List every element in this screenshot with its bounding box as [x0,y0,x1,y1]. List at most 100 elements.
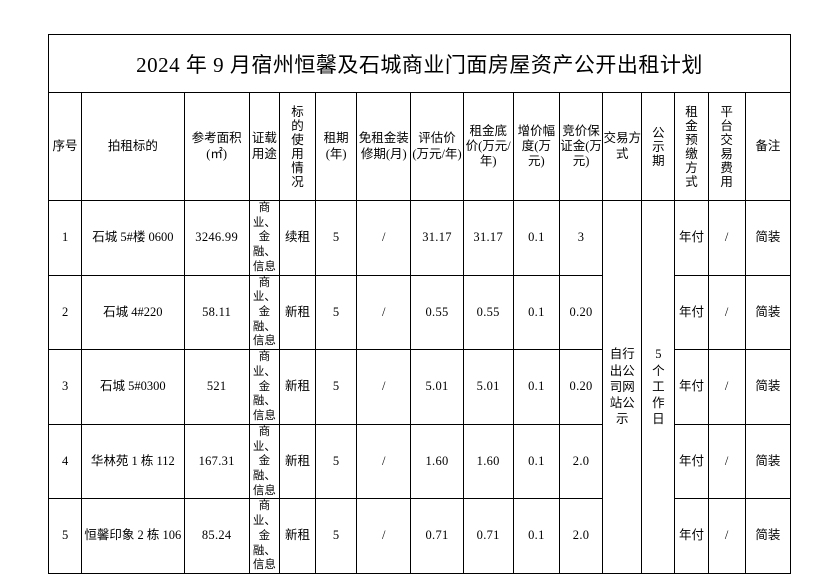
cell-floor-price: 5.01 [462,349,514,425]
cell-platform-fee: / [707,200,746,276]
cell-floor-price: 1.60 [462,423,514,500]
cell-trade-method-merged: 自行 出公 司网 站公示 [602,200,643,574]
cell-platform-fee: / [707,498,746,574]
cell-prepay-method: 年付 [674,349,709,425]
cell-appraised-price: 5.01 [410,349,464,425]
cell-subject: 石城 5#0300 [81,349,185,425]
cell-area: 167.31 [183,423,250,500]
header-free-fitout: 免租金装修期(月) [356,92,412,201]
cell-appraised-price: 31.17 [410,200,464,276]
cell-seq: 1 [47,200,83,276]
cell-area: 85.24 [183,498,250,574]
cell-free-fitout: / [356,423,412,500]
cell-increment: 0.1 [512,274,560,351]
cell-subject: 石城 5#楼 0600 [81,200,185,276]
cell-certified-use: 商业、金融、信息 [248,349,280,425]
header-remark: 备注 [744,92,792,201]
cell-certified-use: 商业、金融、信息 [248,274,280,351]
page-title: 2024 年 9 月宿州恒馨及石城商业门面房屋资产公开出租计划 [48,34,791,93]
table-header-row: 序号 拍租标的 参考面积(㎡) 证载用途 标的使用情况 租期(年) 免租金装修期… [47,92,792,201]
cell-usage-status: 续租 [278,200,317,276]
cell-certified-use: 商业、金融、信息 [248,423,280,500]
header-floor-price: 租金底价(万元/年) [462,92,514,201]
header-lease-term: 租期(年) [315,92,358,201]
trade-method-value-vertical: 自行 出公 司网 站公示 [609,347,635,427]
cell-bid-deposit: 2.0 [558,423,604,500]
cell-platform-fee: / [707,423,746,500]
cell-increment: 0.1 [512,423,560,500]
header-certified-use: 证载用途 [248,92,280,201]
header-seq: 序号 [47,92,83,201]
cell-prepay-method: 年付 [674,498,709,574]
header-subject: 拍租标的 [81,92,185,201]
cell-prepay-method: 年付 [674,200,709,276]
cell-floor-price: 0.71 [462,498,514,574]
cell-seq: 4 [47,423,83,500]
cell-lease-term: 5 [315,200,358,276]
cell-lease-term: 5 [315,274,358,351]
cell-area: 521 [183,349,250,425]
cell-appraised-price: 1.60 [410,423,464,500]
cell-lease-term: 5 [315,423,358,500]
cell-lease-term: 5 [315,349,358,425]
rental-plan-sheet: 2024 年 9 月宿州恒馨及石城商业门面房屋资产公开出租计划 序号 拍租标的 … [47,34,792,574]
cell-floor-price: 31.17 [462,200,514,276]
cell-free-fitout: / [356,274,412,351]
cell-bid-deposit: 0.20 [558,274,604,351]
cell-free-fitout: / [356,498,412,574]
cell-bid-deposit: 3 [558,200,604,276]
header-trade-method: 交易方式 [602,92,643,201]
cell-appraised-price: 0.55 [410,274,464,351]
cell-lease-term: 5 [315,498,358,574]
cell-remark: 简装 [744,498,792,574]
header-prepay-method: 租金预缴方式 [674,92,709,201]
cell-floor-price: 0.55 [462,274,514,351]
cell-usage-status: 新租 [278,274,317,351]
header-appraised-price: 评估价(万元/年) [410,92,464,201]
header-bid-deposit: 竞价保证金(万元) [558,92,604,201]
cell-seq: 2 [47,274,83,351]
cell-increment: 0.1 [512,498,560,574]
cell-appraised-price: 0.71 [410,498,464,574]
table-row: 1 石城 5#楼 0600 3246.99 商业、金融、信息 续租 5 / 31… [47,200,792,574]
cell-remark: 简装 [744,274,792,351]
table-row: 3 石城 5#0300 521 商业、金融、信息 新租 5 / 5.01 5.0… [47,349,792,425]
header-platform-fee-vertical: 平台交易费用 [720,104,733,189]
header-prepay-method-vertical: 租金预缴方式 [685,104,698,189]
cell-free-fitout: / [356,200,412,276]
cell-area: 58.11 [183,274,250,351]
cell-increment: 0.1 [512,200,560,276]
cell-seq: 3 [47,349,83,425]
cell-prepay-method: 年付 [674,423,709,500]
cell-bid-deposit: 0.20 [558,349,604,425]
header-increment: 增价幅度(万元) [512,92,560,201]
cell-subject: 石城 4#220 [81,274,185,351]
table-row: 5 恒馨印象 2 栋 106 85.24 商业、金融、信息 新租 5 / 0.7… [47,498,792,574]
cell-remark: 简装 [744,349,792,425]
cell-platform-fee: / [707,349,746,425]
cell-remark: 简装 [744,200,792,276]
cell-remark: 简装 [744,423,792,500]
rental-plan-table: 2024 年 9 月宿州恒馨及石城商业门面房屋资产公开出租计划 序号 拍租标的 … [47,34,792,574]
cell-platform-fee: / [707,274,746,351]
header-usage-status-vertical: 标的使用情况 [291,104,304,189]
header-publicity-period: 公示期 [641,92,676,201]
cell-prepay-method: 年付 [674,274,709,351]
table-row: 4 华林苑 1 栋 112 167.31 商业、金融、信息 新租 5 / 1.6… [47,423,792,500]
header-publicity-period-vertical: 公示期 [652,125,665,168]
table-row: 2 石城 4#220 58.11 商业、金融、信息 新租 5 / 0.55 0.… [47,274,792,351]
cell-certified-use: 商业、金融、信息 [248,200,280,276]
cell-subject: 华林苑 1 栋 112 [81,423,185,500]
cell-usage-status: 新租 [278,423,317,500]
header-usage-status: 标的使用情况 [278,92,317,201]
cell-seq: 5 [47,498,83,574]
cell-subject: 恒馨印象 2 栋 106 [81,498,185,574]
cell-certified-use: 商业、金融、信息 [248,498,280,574]
cell-bid-deposit: 2.0 [558,498,604,574]
cell-usage-status: 新租 [278,349,317,425]
cell-increment: 0.1 [512,349,560,425]
title-row: 2024 年 9 月宿州恒馨及石城商业门面房屋资产公开出租计划 [48,34,791,93]
cell-area: 3246.99 [183,200,250,276]
